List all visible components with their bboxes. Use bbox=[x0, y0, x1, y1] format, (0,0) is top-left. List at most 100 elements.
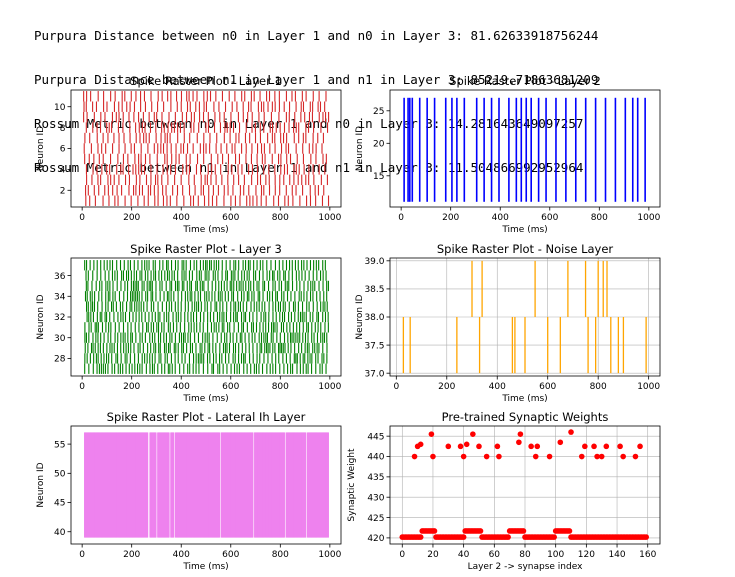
y-axis-label: Neuron ID bbox=[36, 126, 46, 171]
y-tick-label: 37.0 bbox=[364, 369, 384, 379]
y-tick-label: 50 bbox=[54, 470, 66, 480]
chart-panel: 0 200 400 600 800 1000 28 30 32 34 36 Spike Raster … bbox=[36, 242, 342, 404]
y-tick-label: 40 bbox=[54, 528, 66, 538]
weight-point bbox=[428, 431, 435, 437]
x-tick-label: 800 bbox=[272, 550, 289, 560]
y-tick-label: 10 bbox=[54, 103, 66, 113]
y-axis-label: Neuron ID bbox=[355, 126, 365, 171]
y-tick-label: 4 bbox=[60, 166, 66, 176]
x-tick-label: 1000 bbox=[637, 382, 660, 392]
weight-point bbox=[477, 528, 484, 534]
weight-point bbox=[476, 443, 482, 450]
weight-point bbox=[445, 443, 452, 450]
chart-title: Spike Raster Plot - Noise Layer bbox=[437, 242, 614, 256]
weight-point bbox=[496, 453, 502, 460]
weight-point bbox=[598, 453, 605, 460]
x-axis-label: Layer 2 -> synapse index bbox=[468, 562, 584, 572]
weight-point bbox=[417, 441, 424, 448]
x-tick-label: 400 bbox=[173, 550, 190, 560]
weight-point bbox=[457, 443, 464, 450]
data-series bbox=[399, 429, 649, 540]
y-tick-label: 38.0 bbox=[364, 313, 384, 323]
x-tick-label: 0 bbox=[79, 550, 85, 560]
x-tick-label: 200 bbox=[123, 550, 140, 560]
data-series bbox=[402, 260, 647, 374]
weight-point bbox=[470, 431, 476, 437]
weight-point bbox=[551, 534, 557, 540]
weight-point bbox=[463, 441, 470, 448]
x-axis-label: Time (ms) bbox=[182, 394, 228, 404]
x-tick-label: 200 bbox=[123, 213, 140, 223]
x-tick-label: 800 bbox=[272, 213, 289, 223]
x-tick-label: 800 bbox=[591, 213, 608, 223]
y-tick-label: 28 bbox=[54, 355, 66, 365]
y-tick-label: 32 bbox=[54, 313, 65, 323]
weight-point bbox=[494, 443, 501, 450]
weight-point bbox=[460, 534, 467, 540]
y-tick-label: 37.5 bbox=[364, 341, 384, 351]
weight-point bbox=[431, 528, 438, 534]
chart-panel: 0 200 400 600 800 1000 2 4 6 8 10 Spike Raster Plot… bbox=[36, 74, 342, 235]
y-tick-label: 6 bbox=[60, 145, 66, 155]
x-tick-label: 1000 bbox=[637, 213, 660, 223]
x-tick-label: 600 bbox=[539, 382, 556, 392]
y-tick-label: 15 bbox=[373, 172, 384, 182]
x-tick-label: 20 bbox=[427, 550, 439, 560]
weight-point bbox=[617, 443, 623, 450]
x-tick-label: 1000 bbox=[318, 382, 341, 392]
y-tick-label: 430 bbox=[367, 493, 384, 503]
weight-point bbox=[582, 443, 588, 450]
weight-point bbox=[557, 439, 564, 446]
weight-point bbox=[546, 453, 553, 460]
weight-point bbox=[566, 528, 573, 534]
x-tick-label: 0 bbox=[398, 213, 404, 223]
weight-point bbox=[483, 453, 490, 460]
weight-point bbox=[534, 443, 541, 450]
weight-point bbox=[620, 453, 626, 460]
y-tick-label: 25 bbox=[373, 107, 384, 117]
y-tick-label: 2 bbox=[60, 186, 66, 196]
x-tick-label: 400 bbox=[492, 213, 509, 223]
x-tick-label: 120 bbox=[578, 550, 595, 560]
chart-panel: 0 20 40 60 80 100 120 140 160 420 425 430 435 440 445 P… bbox=[347, 410, 661, 572]
x-axis-label: Time (ms) bbox=[182, 562, 228, 572]
x-tick-label: 200 bbox=[442, 213, 459, 223]
weight-point bbox=[643, 534, 649, 540]
x-tick-label: 200 bbox=[438, 382, 455, 392]
x-tick-label: 0 bbox=[79, 382, 85, 392]
weight-point bbox=[460, 453, 467, 460]
y-axis-label: Neuron ID bbox=[36, 294, 46, 339]
x-tick-label: 800 bbox=[590, 382, 607, 392]
x-tick-label: 600 bbox=[222, 213, 239, 223]
x-tick-label: 800 bbox=[272, 382, 289, 392]
weight-point bbox=[430, 453, 436, 460]
y-tick-label: 30 bbox=[54, 334, 66, 344]
x-tick-label: 600 bbox=[541, 213, 558, 223]
x-tick-label: 0 bbox=[399, 550, 405, 560]
y-tick-label: 440 bbox=[367, 453, 384, 463]
x-axis-label: Time (ms) bbox=[501, 394, 547, 404]
y-axis-label: Neuron ID bbox=[355, 294, 365, 339]
data-series bbox=[84, 260, 329, 374]
x-tick-label: 400 bbox=[173, 382, 190, 392]
weight-point bbox=[411, 453, 418, 460]
x-tick-label: 0 bbox=[393, 382, 399, 392]
weight-point bbox=[594, 453, 600, 460]
x-tick-label: 60 bbox=[489, 550, 501, 560]
x-axis-label: Time (ms) bbox=[182, 225, 228, 235]
y-tick-label: 38.5 bbox=[364, 285, 384, 295]
y-tick-label: 55 bbox=[54, 440, 65, 450]
y-axis-label: Synaptic Weight bbox=[347, 448, 357, 522]
log-line: Purpura Distance between n1 in Layer 1 a… bbox=[34, 71, 599, 87]
log-line: Purpura Distance between n0 in Layer 1 a… bbox=[34, 28, 599, 44]
weight-point bbox=[568, 429, 574, 435]
data-series bbox=[403, 97, 646, 202]
weight-point bbox=[591, 443, 597, 450]
weight-point bbox=[632, 453, 639, 460]
y-axis-label: Neuron ID bbox=[36, 462, 46, 507]
y-tick-label: 20 bbox=[373, 140, 385, 150]
x-tick-label: 140 bbox=[608, 550, 625, 560]
y-tick-label: 36 bbox=[54, 272, 66, 282]
chart-title: Spike Raster Plot - Layer 1 bbox=[130, 74, 282, 88]
